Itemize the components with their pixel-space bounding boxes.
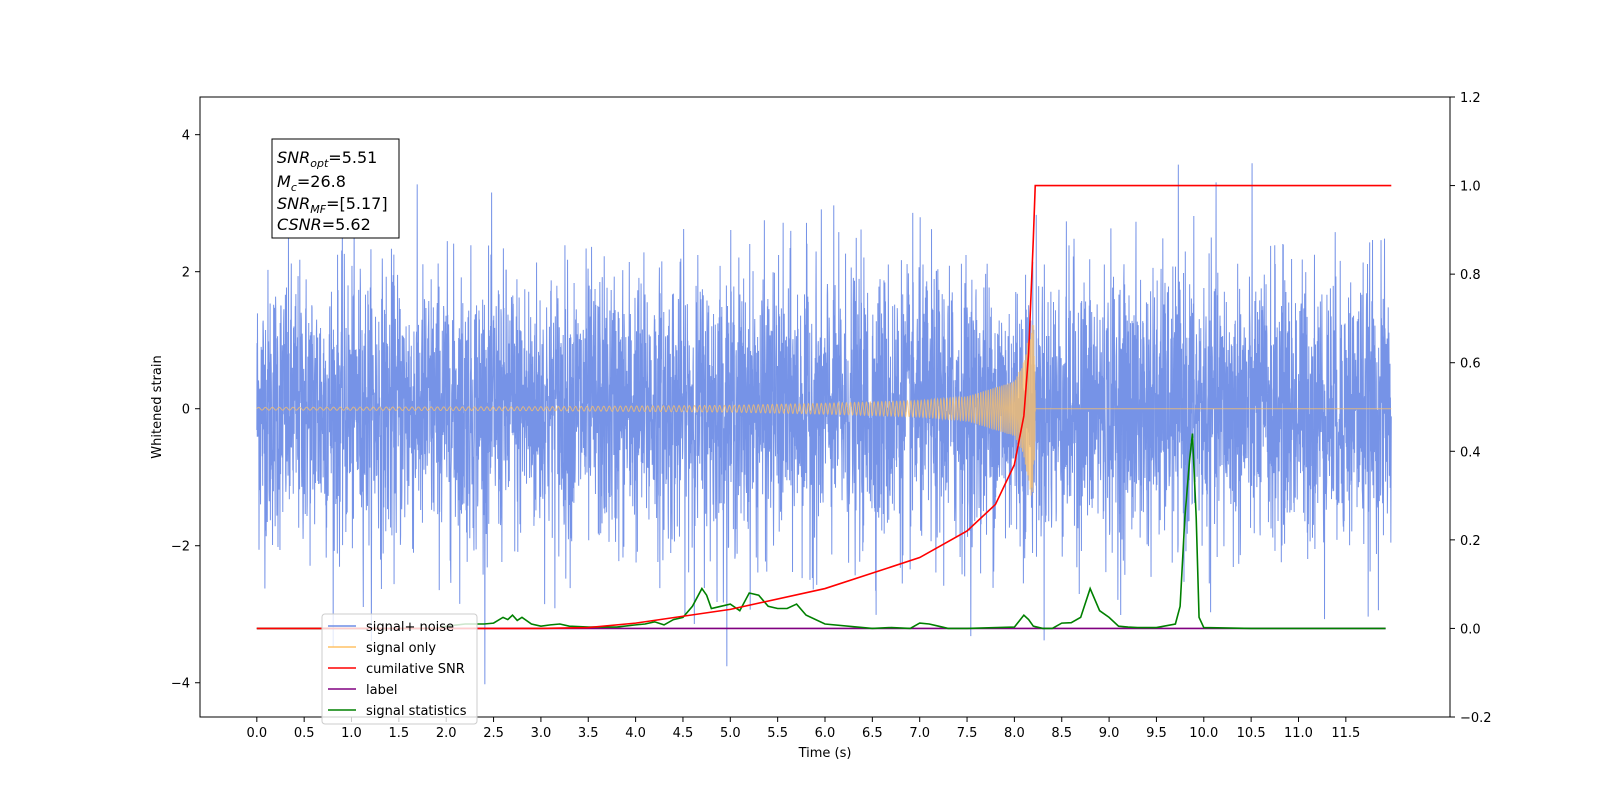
signal-only-line xyxy=(256,324,1392,496)
x-tick-label: 1.5 xyxy=(389,726,410,741)
x-tick-label: 6.5 xyxy=(862,726,883,741)
signal-statistics-series xyxy=(256,433,1386,630)
x-tick-label: 6.0 xyxy=(815,726,836,741)
svg-text:CSNR=5.62: CSNR=5.62 xyxy=(277,215,371,234)
y2-tick-label: 1.0 xyxy=(1460,180,1481,195)
legend-entry-signal-only: signal only xyxy=(328,641,436,656)
y2-tick-label: 1.2 xyxy=(1460,91,1481,106)
y-axis-label: Whitened strain xyxy=(150,355,165,458)
y2-tick-label: 0.6 xyxy=(1460,357,1481,372)
legend-entry-label: label xyxy=(328,683,397,698)
y-axis-ticks: 4 2 0 −2 −4 xyxy=(171,129,200,692)
svg-text:Mc=26.8: Mc=26.8 xyxy=(277,172,346,194)
svg-text:SNRopt=5.51: SNRopt=5.51 xyxy=(277,148,377,170)
x-tick-label: 0.0 xyxy=(246,726,267,741)
x-tick-label: 10.5 xyxy=(1237,726,1266,741)
x-tick-label: 9.0 xyxy=(1099,726,1120,741)
x-tick-label: 11.0 xyxy=(1284,726,1313,741)
svg-text:cumilative SNR: cumilative SNR xyxy=(366,662,465,677)
x-axis-ticks: 0.0 0.5 1.0 1.5 2.0 2.5 3.0 3.5 4.0 4.5 5.0 5.5 6.0 6… xyxy=(246,717,1360,741)
y-tick-label: −4 xyxy=(171,677,190,692)
y2-tick-label: 0.2 xyxy=(1460,534,1481,549)
x-tick-label: 2.0 xyxy=(436,726,457,741)
x-tick-label: 1.0 xyxy=(341,726,362,741)
x-tick-label: 8.5 xyxy=(1051,726,1072,741)
x-tick-label: 9.5 xyxy=(1146,726,1167,741)
svg-text:signal+ noise: signal+ noise xyxy=(366,620,454,635)
cumulative-snr-line xyxy=(256,184,1392,630)
signal-plus-noise-series xyxy=(256,163,1392,685)
svg-text:signal only: signal only xyxy=(366,641,436,656)
x-tick-label: 0.5 xyxy=(294,726,315,741)
x-tick-label: 7.5 xyxy=(957,726,978,741)
cumulative-snr-series xyxy=(256,184,1392,630)
signal-statistics-line xyxy=(256,433,1386,630)
legend-entry-signal-statistics: signal statistics xyxy=(328,704,467,719)
signal-plus-noise-line xyxy=(256,163,1392,685)
y2-tick-label: 0.8 xyxy=(1460,268,1481,283)
legend-entry-cumulative-snr: cumilative SNR xyxy=(328,662,465,677)
svg-text:signal statistics: signal statistics xyxy=(366,704,467,719)
x-axis-label: Time (s) xyxy=(798,746,852,761)
x-tick-label: 8.0 xyxy=(1004,726,1025,741)
x-tick-label: 11.5 xyxy=(1331,726,1360,741)
x-tick-label: 3.0 xyxy=(531,726,552,741)
svg-text:SNRMF=[5.17]: SNRMF=[5.17] xyxy=(277,194,388,216)
legend: signal+ noise signal only cumilative SNR… xyxy=(321,613,478,725)
x-tick-label: 5.0 xyxy=(720,726,741,741)
y-tick-label: 2 xyxy=(182,266,190,281)
x-tick-label: 4.0 xyxy=(625,726,646,741)
x-tick-label: 2.5 xyxy=(483,726,504,741)
svg-text:label: label xyxy=(366,683,397,698)
y-tick-label: −2 xyxy=(171,540,190,555)
x-tick-label: 7.0 xyxy=(909,726,930,741)
x-tick-label: 3.5 xyxy=(578,726,599,741)
y2-tick-label: −0.2 xyxy=(1460,711,1492,726)
y-tick-label: 4 xyxy=(182,129,190,144)
x-tick-label: 10.0 xyxy=(1189,726,1218,741)
x-tick-label: 5.5 xyxy=(767,726,788,741)
y2-tick-label: 0.0 xyxy=(1460,622,1481,637)
y-tick-label: 0 xyxy=(182,403,190,418)
legend-entry-signal-plus-noise: signal+ noise xyxy=(328,620,454,635)
y2-tick-label: 0.4 xyxy=(1460,445,1481,460)
x-tick-label: 4.5 xyxy=(673,726,694,741)
stats-annotation: SNRopt=5.51 Mc=26.8 SNRMF=[5.17] CSNR=5.… xyxy=(271,138,400,239)
y2-axis-ticks: 1.2 1.0 0.8 0.6 0.4 0.2 0.0 −0.2 xyxy=(1450,91,1492,726)
signal-only-series xyxy=(256,324,1392,496)
